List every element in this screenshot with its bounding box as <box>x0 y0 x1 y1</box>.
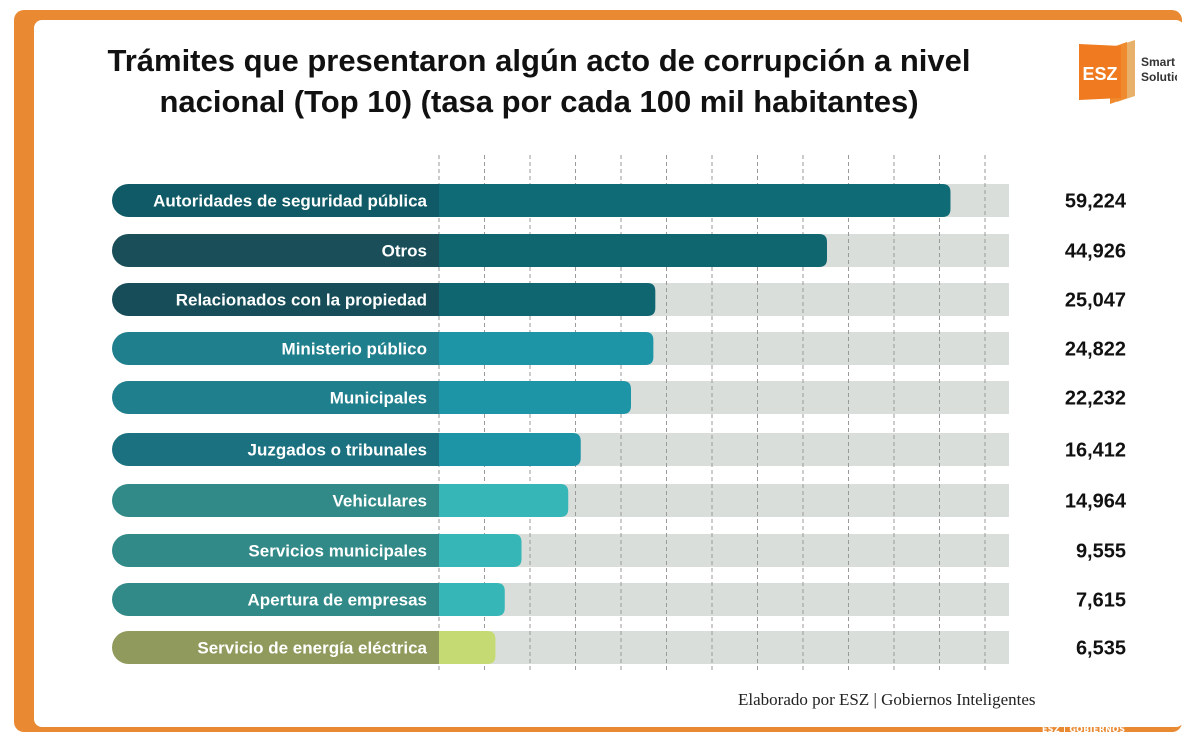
value-label-5: 22,232 <box>1065 388 1126 410</box>
chart-title: Trámites que presentaron algún acto de c… <box>34 40 1044 122</box>
bar-5 <box>439 381 632 414</box>
value-label-9: 7,615 <box>1076 590 1126 612</box>
bar-1 <box>439 184 951 217</box>
label-pill-10 <box>112 631 440 664</box>
category-label-6: Juzgados o tribunales <box>248 441 427 460</box>
label-pill-4 <box>112 332 440 365</box>
value-label-10: 6,535 <box>1076 638 1126 660</box>
category-label-5: Municipales <box>330 389 427 408</box>
logo-front-panel <box>1079 44 1121 100</box>
value-label-3: 25,047 <box>1065 290 1126 312</box>
chart-title-line-2: nacional (Top 10) (tasa por cada 100 mil… <box>159 84 919 119</box>
label-pill-3 <box>112 283 440 316</box>
track-8 <box>439 534 1009 567</box>
bar-10 <box>439 631 496 664</box>
track-9 <box>439 583 1009 616</box>
label-pill-5 <box>112 381 440 414</box>
logo-line-2: Solutions <box>1141 70 1177 84</box>
label-pill-2 <box>112 234 440 267</box>
bar-8 <box>439 534 522 567</box>
value-label-7: 14,964 <box>1065 491 1127 513</box>
esz-logo: ESZ Smart Solutions <box>1079 40 1177 104</box>
bar-9 <box>439 583 505 616</box>
category-label-9: Apertura de empresas <box>247 591 427 610</box>
label-pill-1 <box>112 184 440 217</box>
track-10 <box>439 631 1009 664</box>
bar-3 <box>439 283 656 316</box>
category-label-4: Ministerio público <box>282 340 427 359</box>
outer-frame: Trámites que presentaron algún acto de c… <box>14 10 1184 743</box>
label-pill-9 <box>112 583 440 616</box>
bar-6 <box>439 433 581 466</box>
value-label-4: 24,822 <box>1065 339 1126 361</box>
value-label-6: 16,412 <box>1065 440 1126 462</box>
label-pill-8 <box>112 534 440 567</box>
category-label-2: Otros <box>382 242 427 261</box>
bar-chart: Autoridades de seguridad pública Otros Rel… <box>112 155 1127 670</box>
category-label-7: Vehiculares <box>332 492 427 511</box>
chart-title-line-1: Trámites que presentaron algún acto de c… <box>107 43 971 78</box>
bar-7 <box>439 484 569 517</box>
logo-line-1: Smart <box>1141 55 1175 69</box>
category-label-1: Autoridades de seguridad pública <box>153 192 427 211</box>
label-pill-7 <box>112 484 440 517</box>
bar-4 <box>439 332 654 365</box>
category-label-10: Servicio de energía eléctrica <box>197 639 427 658</box>
footer-watermark: ESZ | GOBIERNOS INTELIGENTES <box>1042 725 1126 743</box>
label-pill-6 <box>112 433 440 466</box>
footer-credit: Elaborado por ESZ | Gobiernos Inteligent… <box>738 690 1036 709</box>
chart-card: Trámites que presentaron algún acto de c… <box>34 20 1184 727</box>
category-label-8: Servicios municipales <box>248 542 427 561</box>
value-label-1: 59,224 <box>1065 191 1127 213</box>
value-label-2: 44,926 <box>1065 241 1126 263</box>
category-label-3: Relacionados con la propiedad <box>176 291 427 310</box>
value-label-8: 9,555 <box>1076 541 1126 563</box>
logo-mark: ESZ <box>1082 64 1117 84</box>
bar-2 <box>439 234 827 267</box>
